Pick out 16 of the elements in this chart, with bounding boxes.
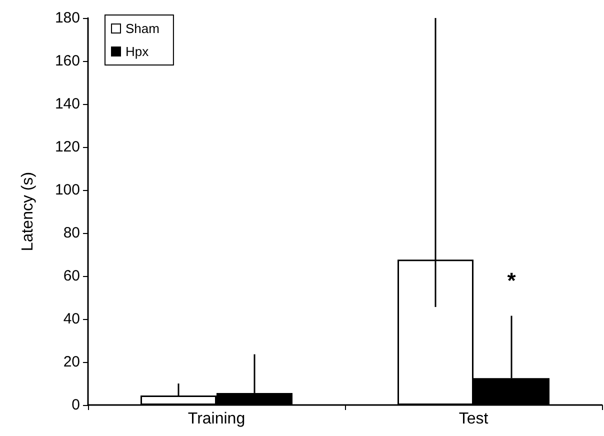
x-tick-label: Training: [188, 410, 246, 428]
y-axis-title: Latency (s): [20, 172, 36, 252]
y-tick-label: 100: [54, 182, 80, 198]
y-tick-label: 20: [63, 354, 80, 370]
y-tick-label: 0: [72, 396, 80, 414]
y-tick-label: 60: [63, 268, 80, 284]
y-tick-label: 40: [63, 310, 80, 328]
annotation: *: [507, 268, 516, 293]
x-tick-label: Test: [458, 410, 489, 428]
y-tick-label: 140: [54, 96, 80, 112]
y-tick-label: 80: [63, 224, 80, 242]
y-tick-label: 180: [54, 10, 80, 26]
y-tick-label: 160: [54, 52, 80, 70]
y-tick-label: 120: [54, 138, 80, 156]
legend-label: Sham: [126, 21, 160, 36]
legend-label: Hpx: [126, 44, 150, 59]
